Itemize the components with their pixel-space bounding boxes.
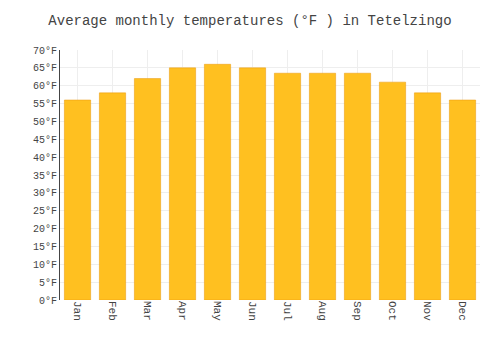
svg-text:Sep: Sep bbox=[351, 301, 363, 321]
svg-text:65°F: 65°F bbox=[33, 63, 57, 74]
svg-text:60°F: 60°F bbox=[33, 81, 57, 92]
svg-text:25°F: 25°F bbox=[33, 206, 57, 217]
svg-text:Mar: Mar bbox=[141, 301, 153, 321]
svg-text:30°F: 30°F bbox=[33, 188, 57, 199]
svg-text:Jun: Jun bbox=[246, 301, 258, 321]
svg-text:Feb: Feb bbox=[106, 301, 118, 321]
svg-text:Oct: Oct bbox=[386, 301, 398, 321]
svg-text:Jan: Jan bbox=[71, 301, 83, 321]
svg-text:55°F: 55°F bbox=[33, 99, 57, 110]
svg-text:15°F: 15°F bbox=[33, 242, 57, 253]
svg-text:50°F: 50°F bbox=[33, 117, 57, 128]
svg-text:45°F: 45°F bbox=[33, 135, 57, 146]
svg-text:70°F: 70°F bbox=[33, 46, 57, 57]
svg-text:5°F: 5°F bbox=[39, 278, 57, 289]
svg-text:40°F: 40°F bbox=[33, 153, 57, 164]
svg-text:Apr: Apr bbox=[176, 301, 188, 321]
svg-text:35°F: 35°F bbox=[33, 171, 57, 182]
svg-text:Dec: Dec bbox=[456, 301, 468, 321]
svg-text:May: May bbox=[211, 301, 223, 321]
svg-text:Nov: Nov bbox=[421, 301, 433, 321]
svg-text:Average monthly temperatures (: Average monthly temperatures (°F ) in Te… bbox=[48, 13, 451, 29]
svg-text:Aug: Aug bbox=[316, 301, 328, 321]
svg-text:Jul: Jul bbox=[281, 301, 293, 321]
svg-text:0°F: 0°F bbox=[39, 296, 57, 307]
svg-text:10°F: 10°F bbox=[33, 260, 57, 271]
svg-text:20°F: 20°F bbox=[33, 224, 57, 235]
